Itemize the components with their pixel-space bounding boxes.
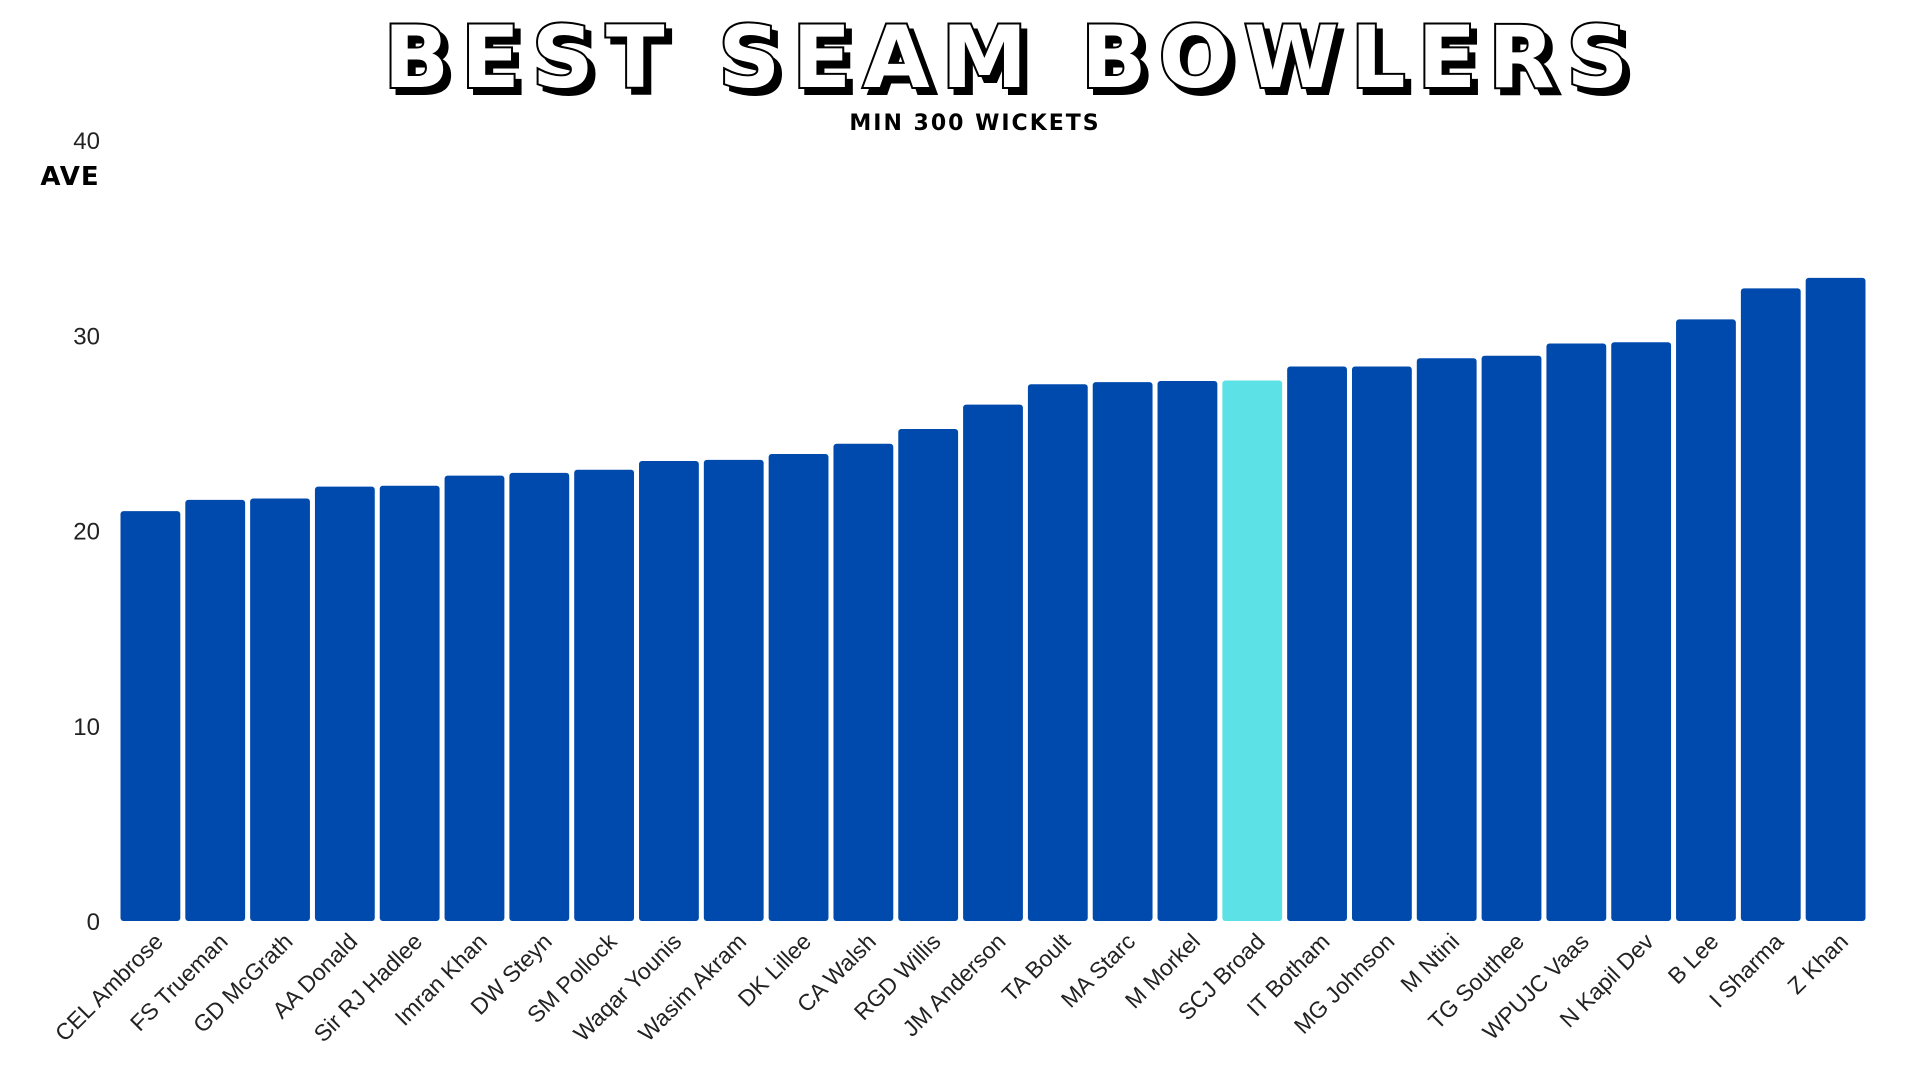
y-tick-label: 20	[73, 519, 100, 546]
chart-title-group: BEST SEAM BOWLERS BEST SEAM BOWLERS	[382, 6, 1647, 116]
bar	[1027, 384, 1088, 921]
bar	[250, 498, 310, 921]
y-tick-label: 30	[73, 323, 100, 350]
x-tick-label: Z Khan	[1782, 928, 1853, 999]
x-tick-label: B Lee	[1663, 928, 1724, 989]
bar	[639, 460, 699, 921]
bar	[1676, 319, 1736, 921]
y-tick-label: 0	[87, 909, 100, 936]
bars-group	[120, 277, 1866, 922]
bar	[1740, 288, 1801, 921]
bar	[444, 475, 505, 921]
bar	[1611, 342, 1672, 921]
bar	[1351, 366, 1412, 921]
bar	[833, 443, 894, 921]
y-tick-label: 40	[73, 128, 100, 155]
bar	[1092, 382, 1153, 921]
bar	[1481, 355, 1542, 922]
chart-title: BEST SEAM BOWLERS	[384, 8, 1641, 108]
bar	[898, 428, 959, 921]
bar	[1416, 358, 1477, 921]
y-tick-label: 10	[73, 714, 100, 741]
bar	[509, 472, 570, 921]
bar	[574, 469, 635, 921]
y-axis-ticks: 0 10 20 30 40	[73, 128, 100, 936]
y-axis-label: AVE	[40, 162, 99, 192]
bar	[768, 453, 829, 921]
bar	[1287, 366, 1347, 921]
bar	[379, 485, 440, 921]
bar	[1546, 343, 1607, 921]
bar	[120, 511, 181, 921]
bar	[703, 459, 764, 921]
bar	[1222, 380, 1283, 922]
bar	[185, 499, 246, 921]
bar	[1805, 277, 1866, 921]
bar	[1157, 380, 1218, 922]
bar	[314, 486, 375, 921]
chart-title-shadow: BEST SEAM BOWLERS	[390, 14, 1647, 114]
bar	[963, 404, 1023, 922]
chart-subtitle: MIN 300 WICKETS	[849, 111, 1100, 136]
